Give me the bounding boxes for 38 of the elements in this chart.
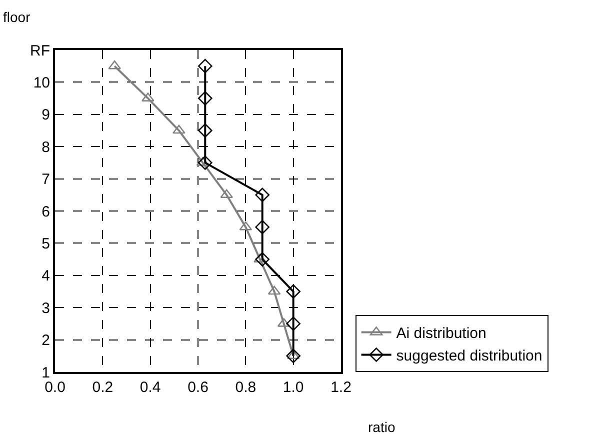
point bbox=[255, 220, 270, 234]
y-tick-label: 9 bbox=[42, 106, 50, 124]
y-axis-title: floor bbox=[3, 9, 31, 25]
x-tick-label: 1.0 bbox=[282, 379, 304, 396]
point bbox=[286, 284, 300, 299]
x-tick-label: 1.2 bbox=[330, 379, 352, 396]
y-tick-label: 1 bbox=[42, 364, 50, 382]
y-tick-label: 6 bbox=[42, 203, 50, 220]
x-tick-label: 0.2 bbox=[92, 379, 114, 396]
point bbox=[108, 60, 121, 70]
x-axis-title: ratio bbox=[368, 419, 396, 434]
legend-label: suggested distribution bbox=[396, 348, 542, 365]
point bbox=[198, 58, 212, 74]
y-tick-label: 8 bbox=[42, 138, 50, 156]
x-tick-label: 0.6 bbox=[188, 379, 208, 396]
x-tick-label: 0.4 bbox=[140, 379, 161, 396]
point bbox=[220, 189, 234, 198]
y-tick-label: 3 bbox=[42, 300, 50, 317]
y-tick-label: RF bbox=[30, 42, 50, 60]
point bbox=[198, 91, 212, 106]
point bbox=[198, 156, 212, 170]
point bbox=[286, 348, 300, 364]
y-tick-label: 4 bbox=[42, 268, 50, 285]
y-tick-label: 10 bbox=[33, 74, 50, 92]
point bbox=[286, 350, 300, 360]
point bbox=[286, 316, 300, 331]
point bbox=[255, 252, 270, 266]
legend-label: Ai distribution bbox=[396, 325, 486, 342]
point bbox=[198, 123, 212, 138]
y-tick-label: 7 bbox=[42, 171, 50, 188]
y-tick-label: 5 bbox=[42, 235, 50, 252]
y-tick-label: 2 bbox=[42, 332, 50, 350]
point bbox=[239, 221, 252, 230]
point bbox=[268, 286, 281, 295]
point bbox=[172, 124, 186, 134]
x-tick-label: 0.0 bbox=[44, 379, 66, 396]
x-tick-label: 0.8 bbox=[235, 379, 256, 396]
point bbox=[255, 188, 270, 202]
